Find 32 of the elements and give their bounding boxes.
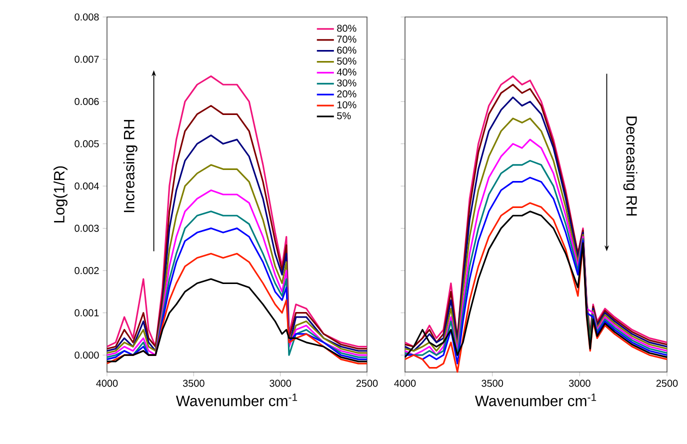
x-tick-label: 3000 [568, 380, 590, 387]
legend-label: 10% [337, 101, 356, 108]
annotation: Decreasing RH [623, 116, 638, 216]
y-tick-label: 0.002 [74, 267, 99, 274]
y-tick-label: 0.007 [74, 56, 99, 63]
x-tick-label: 2500 [656, 380, 678, 387]
legend-label: 50% [337, 58, 356, 65]
y-tick-label: 0.005 [74, 140, 99, 148]
x-tick-label: 3000 [270, 380, 292, 387]
legend-label: 40% [336, 68, 356, 76]
legend-label: 80% [337, 24, 356, 32]
legend-label: 20% [337, 90, 356, 98]
y-tick-label: 0.001 [74, 309, 99, 316]
y-tick-label: 0.004 [74, 182, 99, 190]
y-tick-label: 0.008 [74, 13, 99, 21]
legend-label: 30% [337, 79, 356, 86]
y-tick-label: 0.006 [74, 98, 99, 106]
x-axis-title: Wavenumber cm$^{-1}$ [474, 394, 596, 406]
y-tick-label: 0.000 [74, 352, 99, 359]
x-tick-label: 2500 [356, 380, 378, 387]
x-tick-label: 4000 [96, 380, 118, 387]
legend-label: 60% [337, 46, 356, 54]
legend-label: 70% [337, 36, 356, 43]
x-axis-title: Wavenumber cm$^{-1}$ [176, 394, 298, 406]
x-tick-label: 4000 [394, 380, 416, 387]
x-tick-label: 3500 [182, 380, 204, 387]
line-series [106, 278, 368, 362]
annotation: Increasing RH [123, 120, 138, 212]
legend-label: 5% [337, 112, 351, 120]
y-axis-title: Log(1/R) [54, 166, 68, 222]
x-tick-label: 3500 [482, 380, 504, 387]
y-tick-label: 0.003 [74, 224, 99, 232]
